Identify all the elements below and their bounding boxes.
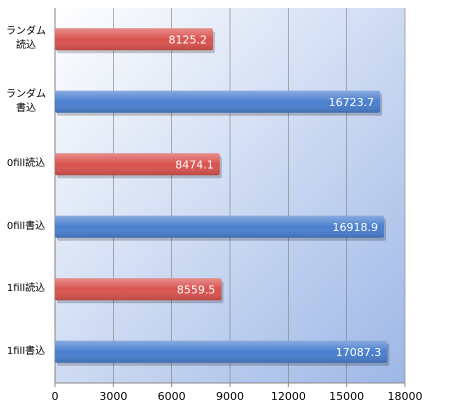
data-label: 8125.2 [168,33,207,46]
x-tick-label: 12000 [271,390,306,403]
bar-shine [55,278,222,301]
bar-shine [55,215,384,238]
y-tick-label: ランダム書込 [6,88,46,114]
y-tick-label: ランダム読込 [6,26,46,52]
y-tick-label: 0fill読込 [6,158,46,170]
y-tick-label: 0fill書込 [6,220,46,232]
data-label: 8559.5 [177,283,216,296]
x-tick-label: 0 [52,390,59,403]
bar-shine [55,90,381,113]
data-label: 16918.9 [332,221,378,234]
x-tick-label: 3000 [99,390,127,403]
x-tick-label: 6000 [158,390,186,403]
bar-shine [55,340,388,363]
x-tick-label: 18000 [388,390,423,403]
bar-shine [55,153,220,176]
y-tick-label: 1fill書込 [6,345,46,357]
data-label: 16723.7 [329,96,375,109]
x-tick-label: 15000 [329,390,364,403]
data-label: 17087.3 [336,346,382,359]
bar-shine [55,28,213,51]
y-tick-label: 1fill読込 [6,283,46,295]
data-label: 8474.1 [175,158,214,171]
x-tick-label: 9000 [216,390,244,403]
